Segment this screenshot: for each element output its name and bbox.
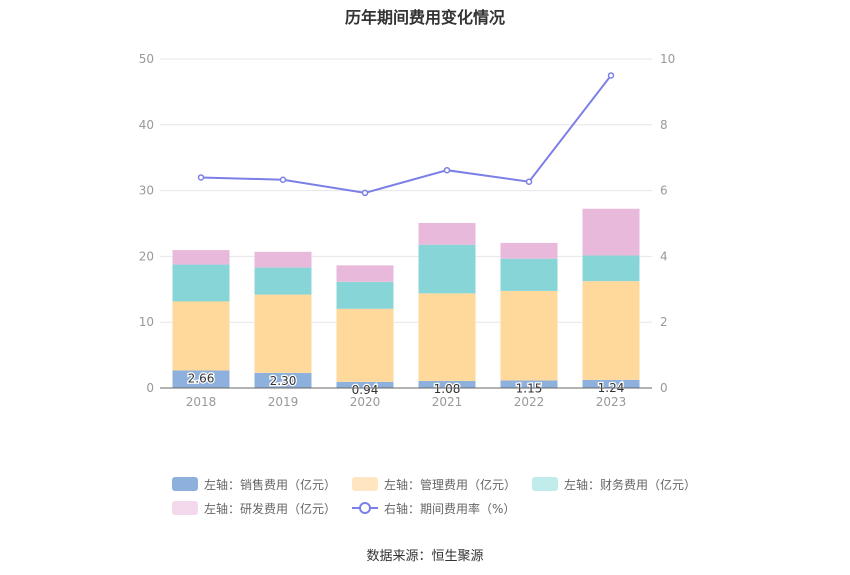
bar-segment-0	[172, 370, 230, 388]
legend-row-1: 左轴：销售费用（亿元） 左轴：管理费用（亿元） 左轴：财务费用（亿元）	[172, 472, 732, 496]
source-note: 数据来源：恒生聚源	[366, 549, 484, 564]
legend-label-rd: 左轴：研发费用（亿元）	[204, 501, 337, 516]
bar-segment-2	[500, 258, 558, 291]
x-tick-label: 2021	[432, 395, 463, 409]
legend-item-rd[interactable]: 左轴：研发费用（亿元）	[172, 500, 336, 517]
y-left-tick-label: 50	[139, 52, 154, 66]
legend-label-admin: 左轴：管理费用（亿元）	[384, 477, 517, 492]
rate-point	[443, 166, 451, 174]
legend-swatch-finance	[532, 477, 559, 491]
y-right-tick-label: 0	[660, 381, 668, 395]
legend-row-2: 左轴：研发费用（亿元） 右轴：期间费用率（%）	[172, 496, 732, 520]
legend: 左轴：销售费用（亿元） 左轴：管理费用（亿元） 左轴：财务费用（亿元） 左轴：研…	[172, 472, 732, 520]
legend-label-rate: 右轴：期间费用率（%）	[384, 501, 516, 516]
rate-point	[279, 176, 287, 183]
legend-swatch-sales	[172, 477, 198, 491]
legend-swatch-admin	[352, 477, 379, 491]
bar-segment-3	[172, 250, 230, 265]
bar-segment-1	[172, 301, 230, 371]
rate-point	[197, 174, 205, 181]
bar-segment-3	[418, 222, 476, 245]
bar-segment-0	[418, 380, 476, 388]
legend-item-rate[interactable]: 右轴：期间费用率（%）	[352, 500, 515, 517]
y-right-tick-label: 8	[660, 118, 668, 132]
x-tick-label: 2023	[596, 395, 627, 409]
legend-swatch-rd	[172, 501, 198, 515]
bar-segment-1	[582, 281, 640, 380]
bar-segment-3	[500, 242, 558, 259]
legend-label-sales: 左轴：销售费用（亿元）	[204, 477, 337, 492]
y-right-tick-label: 10	[660, 52, 675, 66]
bar-segment-3	[336, 265, 394, 282]
bar-segment-3	[254, 251, 312, 268]
bar-data-label: 2.66	[188, 371, 215, 385]
y-right-tick-label: 6	[660, 184, 668, 198]
legend-item-finance[interactable]: 左轴：财务费用（亿元）	[532, 476, 696, 493]
bar-segment-0	[500, 380, 558, 388]
bar-segment-1	[500, 290, 558, 381]
bar-data-label: 0.94	[352, 383, 379, 397]
legend-line-swatch-rate	[352, 502, 379, 514]
y-right-tick-label: 4	[660, 249, 668, 263]
x-tick-label: 2022	[514, 395, 545, 409]
rate-point	[361, 189, 369, 197]
y-left-tick-label: 30	[139, 184, 154, 198]
y-left-tick-label: 10	[139, 315, 154, 329]
x-tick-label: 2019	[268, 395, 299, 409]
legend-label-finance: 左轴：财务费用（亿元）	[564, 477, 697, 492]
bar-segment-0	[582, 379, 640, 388]
bar-data-label: 2.30	[270, 374, 297, 388]
bar-segment-3	[582, 208, 640, 256]
x-tick-label: 2020	[350, 395, 381, 409]
bar-segment-2	[418, 244, 476, 294]
bar-segment-2	[172, 264, 230, 302]
y-left-tick-label: 20	[139, 249, 154, 263]
bar-segment-1	[336, 308, 394, 382]
bar-segment-1	[418, 293, 476, 381]
x-tick-label: 2018	[186, 395, 217, 409]
bar-segment-0	[254, 372, 312, 388]
rate-point	[525, 178, 533, 185]
bar-segment-2	[582, 255, 640, 282]
bar-segment-2	[254, 267, 312, 295]
chart-title: 历年期间费用变化情况	[344, 8, 505, 27]
rate-line	[200, 74, 612, 194]
legend-item-sales[interactable]: 左轴：销售费用（亿元）	[172, 476, 336, 493]
y-left-tick-label: 0	[146, 381, 154, 395]
bar-segment-2	[336, 281, 394, 309]
legend-item-admin[interactable]: 左轴：管理费用（亿元）	[352, 476, 516, 493]
y-left-tick-label: 40	[139, 118, 154, 132]
rate-point	[607, 72, 615, 79]
bar-segment-0	[336, 381, 394, 388]
y-right-tick-label: 2	[660, 315, 668, 329]
bar-data-label: 1.08	[434, 382, 461, 396]
bar-segment-1	[254, 294, 312, 373]
